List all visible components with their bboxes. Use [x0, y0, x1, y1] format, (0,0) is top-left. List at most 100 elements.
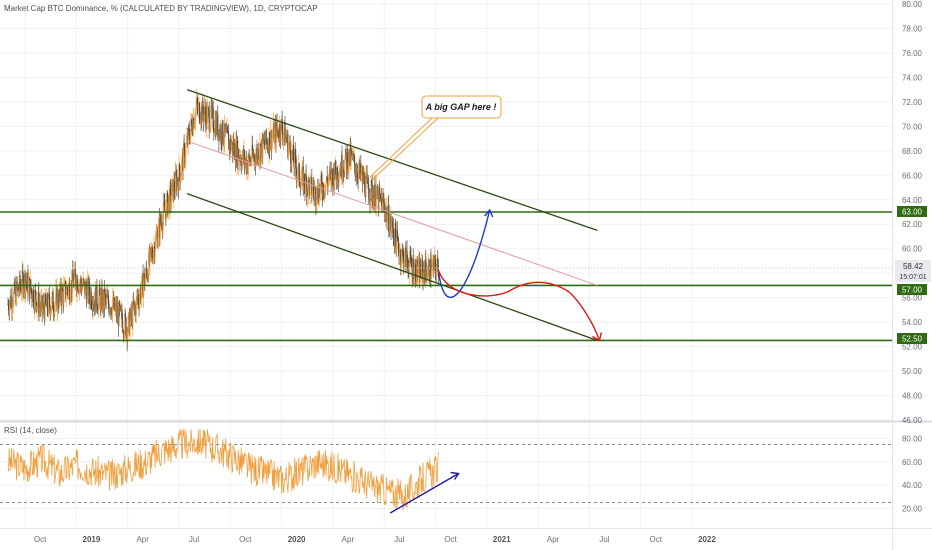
- price-axis[interactable]: 80.00 78.00 76.00 74.00 72.00 70.00 68.00 66.00…: [902, 0, 923, 425]
- candle-body: [184, 145, 186, 163]
- candle-body: [71, 270, 74, 294]
- candle-body: [50, 310, 52, 316]
- candle-body: [427, 264, 429, 276]
- candle-body: [27, 281, 30, 294]
- candle-body: [121, 320, 124, 332]
- candle-body: [208, 110, 210, 131]
- rsi-pane[interactable]: [0, 423, 892, 527]
- bullish-arrow-head: [484, 208, 494, 218]
- candle-body: [163, 202, 165, 216]
- candle-body: [374, 184, 376, 210]
- candle-body: [437, 264, 439, 276]
- candle-body: [188, 128, 190, 131]
- candle-body: [55, 289, 57, 301]
- main-pane[interactable]: [0, 0, 892, 420]
- bearish-projection: [437, 270, 601, 341]
- candle-body: [129, 319, 131, 335]
- candle-body: [132, 301, 134, 327]
- candle-body: [317, 186, 319, 200]
- time-tick-label: 2021: [493, 535, 511, 544]
- candle-body: [281, 119, 283, 131]
- candle-body: [421, 259, 423, 278]
- candle-body: [170, 195, 173, 202]
- candle-body: [119, 302, 121, 310]
- candle-body: [323, 193, 325, 196]
- candle-body: [191, 123, 193, 133]
- candle-body: [19, 275, 21, 287]
- candle-body: [397, 239, 400, 250]
- candle-body: [396, 229, 398, 253]
- candle-body: [81, 286, 83, 292]
- candle-body: [60, 283, 62, 301]
- candle-body: [425, 259, 427, 271]
- candle-body: [210, 105, 212, 126]
- candle-body: [279, 124, 281, 138]
- candle-body: [30, 289, 32, 291]
- candle-body: [198, 102, 201, 122]
- candle-body: [370, 179, 372, 201]
- candle-body: [339, 173, 341, 175]
- candle-body: [220, 127, 222, 143]
- candle-body: [285, 136, 287, 140]
- level-label-63: 63.00: [897, 206, 927, 217]
- price-tick-label: 62.00: [902, 220, 923, 229]
- candle-body: [262, 135, 264, 158]
- candle-body: [230, 146, 233, 151]
- candle-body: [295, 168, 298, 179]
- rsi-tick-label: 40.00: [902, 481, 923, 490]
- candle-body: [15, 281, 18, 304]
- candle-body: [295, 155, 297, 169]
- grid: [0, 0, 892, 527]
- candle-body: [314, 189, 316, 196]
- candle-body: [118, 302, 120, 327]
- candle-body: [31, 290, 33, 299]
- candle-body: [294, 151, 296, 156]
- candle-body: [243, 150, 246, 164]
- candle-body: [319, 184, 321, 194]
- candle-body: [64, 281, 67, 298]
- rsi-tick-label: 60.00: [902, 458, 923, 467]
- candle-body: [82, 279, 84, 287]
- candle-body: [151, 249, 153, 257]
- candle-body: [58, 289, 60, 308]
- candle-body: [206, 108, 209, 123]
- candle-body: [315, 205, 317, 207]
- candle-body: [41, 295, 43, 312]
- candle-body: [260, 146, 262, 162]
- candle-body: [88, 281, 91, 296]
- candle-body: [400, 250, 402, 266]
- candle-body: [40, 300, 42, 310]
- candle-body: [350, 150, 352, 162]
- candle-body: [403, 263, 405, 269]
- candle-body: [171, 183, 173, 196]
- candle-body: [331, 169, 333, 175]
- candle-body: [155, 234, 157, 237]
- gap-annotation[interactable]: A big GAP here !: [369, 95, 502, 181]
- candle-body: [409, 251, 411, 263]
- candle-body: [162, 215, 164, 230]
- candle-body: [335, 160, 337, 174]
- candle-body: [190, 119, 192, 131]
- candle-body: [69, 299, 71, 301]
- candle-body: [296, 176, 298, 179]
- candle-body: [208, 108, 210, 111]
- candle-body: [275, 121, 278, 143]
- rsi-axis[interactable]: 80.00 60.00 40.00 20.00: [902, 435, 923, 514]
- candle-body: [177, 178, 179, 182]
- candle-body: [86, 285, 88, 304]
- candle-body: [170, 185, 172, 202]
- candle-body: [152, 252, 154, 262]
- candle-body: [369, 200, 372, 203]
- candle-body: [398, 252, 401, 258]
- candle-body: [227, 131, 229, 134]
- time-tick-label: Oct: [649, 535, 662, 544]
- candle-body: [17, 285, 19, 291]
- time-axis[interactable]: Oct 2019 Apr Jul Oct 2020 Apr Jul Oct 2021 Apr Jul O…: [34, 535, 717, 544]
- candle-body: [292, 145, 295, 163]
- candle-body: [387, 215, 389, 222]
- candle-body: [321, 181, 323, 193]
- candle-body: [74, 269, 76, 276]
- candle-body: [135, 298, 137, 316]
- candle-body: [194, 120, 196, 124]
